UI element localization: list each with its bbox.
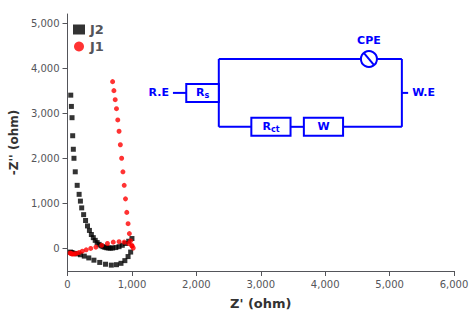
svg-text:R.E: R.E — [149, 86, 169, 99]
svg-text:-Z'' (ohm): -Z'' (ohm) — [7, 110, 21, 175]
svg-text:5,000: 5,000 — [31, 18, 60, 29]
svg-text:0: 0 — [64, 279, 70, 290]
svg-text:R: R — [195, 86, 205, 100]
svg-text:2,000: 2,000 — [31, 153, 60, 164]
svg-text:6,000: 6,000 — [440, 279, 469, 290]
svg-text:4,000: 4,000 — [311, 279, 340, 290]
svg-text:R: R — [262, 120, 271, 134]
svg-text:0: 0 — [53, 243, 59, 254]
svg-text:3,000: 3,000 — [31, 108, 60, 119]
svg-text:J1: J1 — [89, 39, 104, 54]
svg-text:4,000: 4,000 — [31, 63, 60, 74]
svg-text:Z' (ohm): Z' (ohm) — [230, 296, 292, 311]
svg-text:s: s — [204, 91, 209, 100]
svg-text:2,000: 2,000 — [182, 279, 211, 290]
svg-text:W.E: W.E — [412, 86, 435, 99]
svg-text:5,000: 5,000 — [375, 279, 404, 290]
svg-text:3,000: 3,000 — [246, 279, 275, 290]
svg-text:W: W — [317, 120, 329, 133]
svg-text:J2: J2 — [89, 22, 104, 37]
svg-text:1,000: 1,000 — [118, 279, 147, 290]
svg-text:1,000: 1,000 — [31, 198, 60, 209]
svg-text:CPE: CPE — [357, 34, 381, 47]
svg-text:ct: ct — [271, 125, 280, 134]
